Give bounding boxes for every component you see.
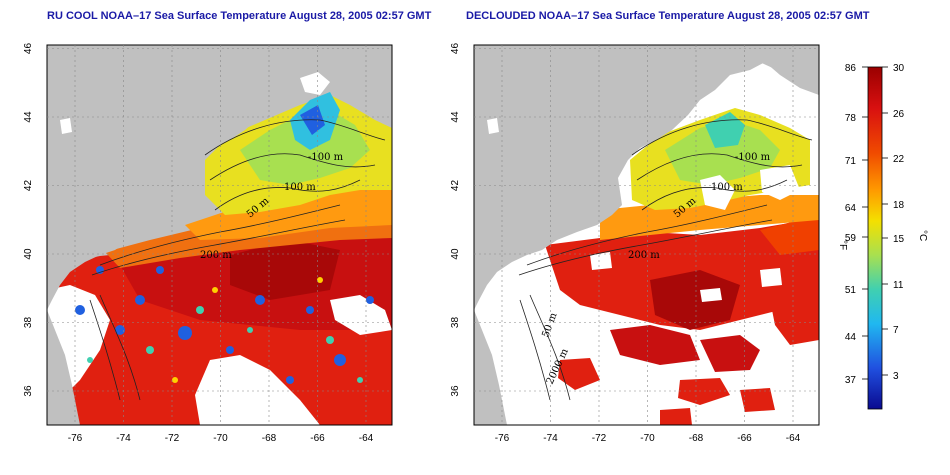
celsius-tick-label: 18 <box>893 200 905 211</box>
lon-tick-label: -70 <box>640 433 655 444</box>
celsius-tick-label: 11 <box>893 280 904 291</box>
lon-tick-label: -70 <box>213 433 228 444</box>
right-map-frame <box>473 44 820 426</box>
lon-tick-label: -64 <box>786 433 801 444</box>
fahrenheit-tick-label: 86 <box>845 63 857 74</box>
lon-tick-label: -76 <box>495 433 510 444</box>
celsius-tick-label: 22 <box>893 154 905 165</box>
right-axis-ticks: -76 -74 -72 -70 -68 -66 -64 36 38 40 42 44 46 <box>450 43 801 444</box>
lon-tick-label: -64 <box>359 433 374 444</box>
celsius-tick-label: 15 <box>893 234 905 245</box>
right-map <box>474 45 819 425</box>
lat-tick-label: 44 <box>450 111 461 123</box>
lat-tick-label: 40 <box>450 248 461 260</box>
lat-tick-label: 36 <box>23 385 34 397</box>
lon-tick-label: -76 <box>68 433 83 444</box>
left-map-frame <box>46 44 393 426</box>
fahrenheit-tick-label: 44 <box>845 332 857 343</box>
lon-tick-label: -66 <box>737 433 752 444</box>
lat-tick-label: 36 <box>450 385 461 397</box>
left-map <box>47 45 392 425</box>
lat-tick-label: 42 <box>23 180 34 192</box>
lon-tick-label: -74 <box>116 433 131 444</box>
fahrenheit-tick-label: 78 <box>845 113 857 124</box>
right-contour-label: 100 m <box>711 182 743 193</box>
colorbar <box>867 66 883 410</box>
celsius-tick-label: 3 <box>893 371 899 382</box>
lon-tick-label: -72 <box>592 433 607 444</box>
lon-tick-label: -74 <box>543 433 558 444</box>
left-contour-label: -100 m <box>308 152 344 163</box>
left-grid <box>47 45 392 425</box>
fahrenheit-tick-label: 64 <box>845 203 857 214</box>
right-contour-label: -100 m <box>735 152 771 163</box>
celsius-unit: °C <box>917 230 928 241</box>
celsius-tick-label: 30 <box>893 63 905 74</box>
lat-tick-label: 38 <box>450 317 461 329</box>
left-contour-label: 100 m <box>284 182 316 193</box>
fahrenheit-tick-label: 37 <box>845 375 857 386</box>
lat-tick-label: 46 <box>23 43 34 55</box>
right-grid <box>474 45 819 425</box>
lon-tick-label: -66 <box>310 433 325 444</box>
left-axis-ticks: -76 -74 -72 -70 -68 -66 -64 36 38 40 42 44 46 <box>23 43 374 444</box>
right-contour-label: 200 m <box>628 250 660 261</box>
lat-tick-label: 42 <box>450 180 461 192</box>
fahrenheit-tick-label: 71 <box>845 156 857 167</box>
lat-tick-label: 44 <box>23 111 34 123</box>
lat-tick-label: 38 <box>23 317 34 329</box>
fahrenheit-tick-label: 59 <box>845 233 857 244</box>
left-panel-title: RU COOL NOAA–17 Sea Surface Temperature … <box>47 10 432 22</box>
lon-tick-label: -72 <box>165 433 180 444</box>
lat-tick-label: 40 <box>23 248 34 260</box>
fahrenheit-tick-label: 51 <box>845 285 857 296</box>
colorbar-ticks: 86 78 71 64 59 51 44 37 30 26 22 18 15 11 7 3 <box>845 63 905 386</box>
lon-tick-label: -68 <box>262 433 277 444</box>
celsius-tick-label: 26 <box>893 109 905 120</box>
left-contour-label: 200 m <box>200 250 232 261</box>
lon-tick-label: -68 <box>689 433 704 444</box>
fahrenheit-unit: °F <box>837 240 848 250</box>
celsius-tick-label: 7 <box>893 325 899 336</box>
lat-tick-label: 46 <box>450 43 461 55</box>
right-panel-title: DECLOUDED NOAA–17 Sea Surface Temperatur… <box>466 10 870 22</box>
